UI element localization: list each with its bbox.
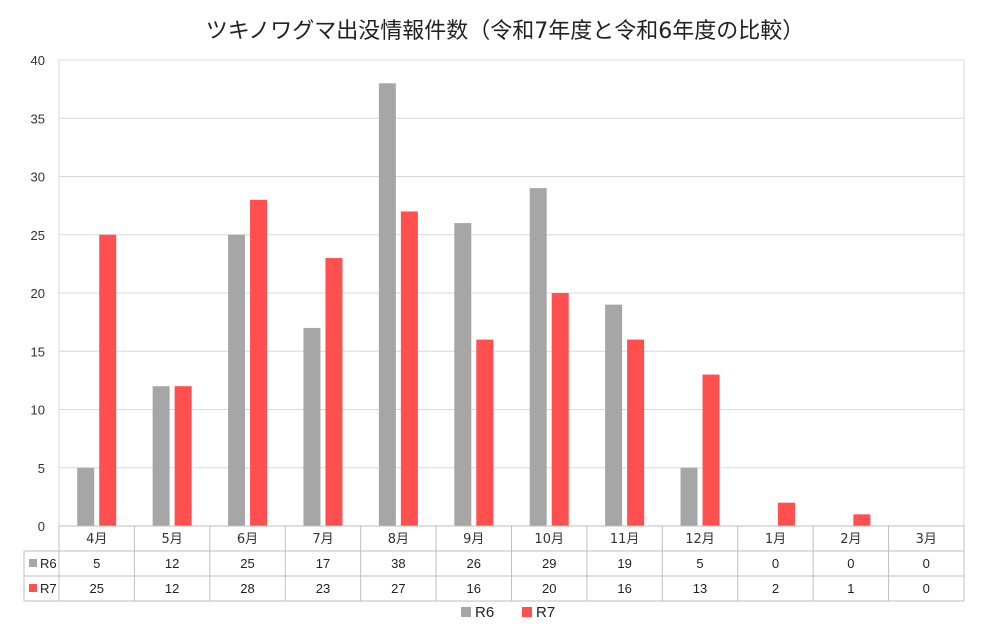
y-axis: 0 5 10 15 20 25 30 35 40	[31, 53, 45, 534]
bar-R6-7	[605, 304, 623, 526]
y-tick-label: 0	[38, 519, 45, 534]
bar-R7-5	[476, 339, 494, 526]
legend-swatch-R7	[522, 607, 532, 617]
y-tick-label: 15	[31, 344, 45, 359]
table-cell-R6-8: 5	[696, 556, 703, 571]
table-key-R7	[29, 584, 37, 592]
y-tick-label: 10	[31, 403, 45, 418]
bar-R6-4	[378, 83, 396, 527]
bar-R7-2	[250, 199, 268, 527]
bar-R7-0	[99, 234, 117, 526]
x-tick-label: 10月	[534, 532, 564, 547]
legend: R6 R7	[461, 604, 555, 621]
y-tick-label: 20	[31, 286, 45, 301]
x-tick-label: 4月	[86, 532, 107, 547]
table-cell-R7-11: 0	[923, 581, 930, 596]
legend-swatch-R6	[461, 607, 471, 617]
table-cell-R6-4: 38	[391, 556, 405, 571]
bar-R6-6	[529, 188, 547, 526]
table-series-label: R7	[40, 581, 57, 596]
x-tick-label: 12月	[685, 532, 715, 547]
x-tick-label: 7月	[312, 532, 333, 547]
table-cell-R6-5: 26	[467, 556, 481, 571]
table-cell-R7-1: 12	[165, 581, 179, 596]
bars	[77, 83, 871, 527]
table-cell-R7-6: 20	[542, 581, 556, 596]
table-cell-R6-7: 19	[617, 556, 631, 571]
table-key-R6	[29, 559, 37, 567]
x-tick-label: 6月	[237, 532, 258, 547]
y-tick-label: 5	[38, 461, 45, 476]
y-tick-label: 25	[31, 228, 45, 243]
table-cell-R7-9: 2	[772, 581, 779, 596]
table-cell-R7-8: 13	[693, 581, 707, 596]
bar-R6-2	[228, 234, 246, 526]
x-tick-label: 11月	[610, 532, 640, 547]
table-cell-R7-7: 16	[617, 581, 631, 596]
table-cell-R6-6: 29	[542, 556, 556, 571]
y-tick-label: 40	[31, 53, 45, 68]
bar-R7-9	[777, 502, 795, 526]
bar-R6-5	[454, 223, 472, 526]
bar-R6-3	[303, 327, 321, 526]
table-cell-R7-5: 16	[467, 581, 481, 596]
table-cell-R7-0: 25	[89, 581, 103, 596]
table-cell-R7-3: 23	[316, 581, 330, 596]
table-cell-R7-2: 28	[240, 581, 254, 596]
y-tick-label: 35	[31, 111, 45, 126]
table-cell-R6-2: 25	[240, 556, 254, 571]
gridlines	[58, 59, 965, 527]
x-tick-label: 1月	[765, 532, 786, 547]
x-tick-label: 9月	[463, 532, 484, 547]
legend-label-R6: R6	[475, 604, 494, 621]
x-tick-label: 8月	[388, 532, 409, 547]
y-tick-label: 30	[31, 170, 45, 185]
x-tick-label: 3月	[916, 532, 937, 547]
chart-title: ツキノワグマ出没情報件数（令和7年度と令和6年度の比較）	[206, 19, 804, 44]
bar-R7-8	[702, 374, 720, 526]
table-cell-R6-10: 0	[847, 556, 854, 571]
bar-R7-4	[400, 211, 418, 526]
bar-R7-7	[627, 339, 645, 526]
bar-R7-6	[551, 293, 569, 526]
bar-R6-1	[152, 386, 170, 526]
table-cell-R6-11: 0	[923, 556, 930, 571]
table-cell-R6-9: 0	[772, 556, 779, 571]
legend-label-R7: R7	[536, 604, 555, 621]
table-series-label: R6	[40, 556, 57, 571]
table-cell-R7-4: 27	[391, 581, 405, 596]
table-cell-R6-3: 17	[316, 556, 330, 571]
x-tick-label: 5月	[161, 532, 182, 547]
bar-R7-3	[325, 258, 343, 526]
x-tick-label: 2月	[840, 532, 861, 547]
bar-R7-10	[853, 514, 871, 526]
table-cell-R6-0: 5	[93, 556, 100, 571]
table-cell-R7-10: 1	[847, 581, 854, 596]
bar-R6-0	[77, 467, 95, 526]
bar-R6-8	[680, 467, 698, 526]
bar-R7-1	[174, 386, 192, 526]
table-cell-R6-1: 12	[165, 556, 179, 571]
